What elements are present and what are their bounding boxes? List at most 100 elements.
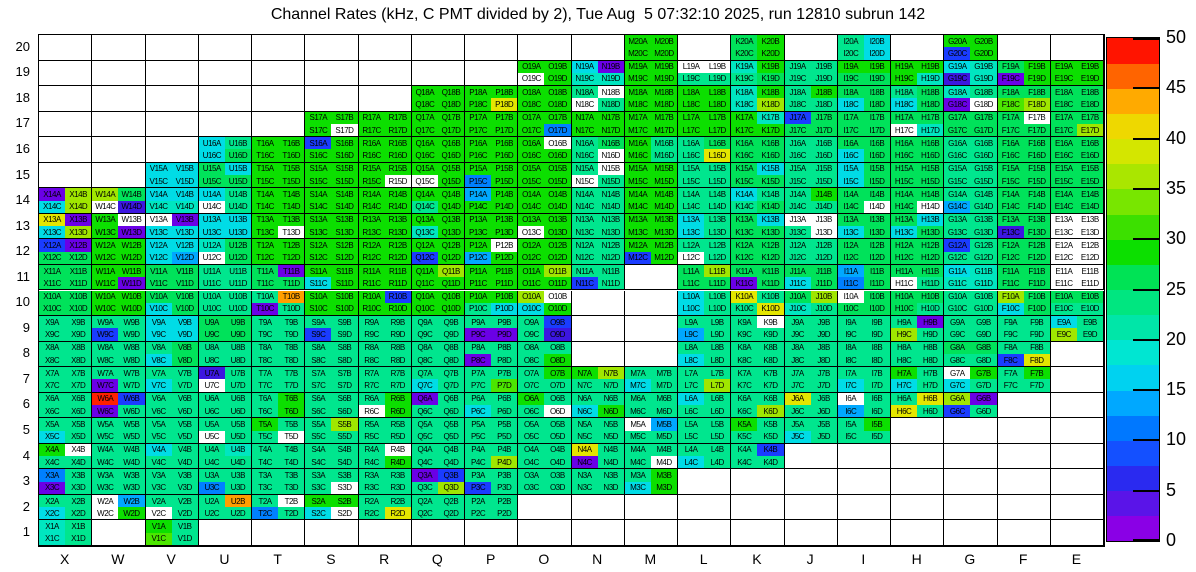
channel-box-X3: X3A X3B X3C X3D bbox=[39, 469, 93, 495]
channel-cell-J10D: J10D bbox=[810, 302, 837, 316]
channel-cell-F8B: F8B bbox=[1023, 341, 1050, 354]
channel-box-U10: U10A U10B U10C U10D bbox=[198, 290, 252, 317]
quadrant-grid: M4A M4B M4C M4D bbox=[624, 443, 677, 469]
channel-cell-O16C: O16C bbox=[518, 149, 545, 162]
channel-cell-R4C: R4C bbox=[358, 456, 385, 469]
channel-cell-M7C: M7C bbox=[624, 379, 651, 392]
channel-cell-R4D: R4D bbox=[384, 456, 411, 469]
quadrant-grid: W2A W2B W2C W2D bbox=[92, 494, 145, 520]
channel-cell-O5B: O5B bbox=[544, 418, 571, 431]
channel-box-T3: T3A T3B T3C T3D bbox=[252, 469, 306, 495]
channel-cell-X6C: X6C bbox=[39, 404, 66, 418]
quadrant-grid: U7A U7B U7C U7D bbox=[198, 367, 251, 392]
channel-cell-W5A: W5A bbox=[92, 418, 119, 431]
channel-cell-P2D: P2D bbox=[491, 507, 518, 520]
quadrant-grid: W7A W7B W7C W7D bbox=[92, 367, 145, 392]
channel-cell-E14D: E14D bbox=[1076, 200, 1103, 213]
channel-cell-I15A: I15A bbox=[837, 162, 864, 176]
channel-box-I16: I16A I16B I16C I16D bbox=[837, 137, 891, 163]
channel-cell-R3C: R3C bbox=[358, 481, 385, 494]
channel-cell-R11C: R11C bbox=[358, 277, 385, 290]
channel-cell-J12D: J12D bbox=[810, 251, 837, 264]
channel-cell-G18C: G18C bbox=[944, 98, 971, 111]
channel-cell-W10C: W10C bbox=[92, 302, 119, 316]
channel-cell-R8B: R8B bbox=[384, 341, 411, 354]
channel-box-I4 bbox=[837, 443, 891, 470]
channel-cell-F17C: F17C bbox=[997, 123, 1024, 137]
channel-cell-P9B: P9B bbox=[491, 316, 518, 329]
channel-cell-M4B: M4B bbox=[650, 443, 677, 457]
channel-cell-V10D: V10D bbox=[171, 302, 198, 316]
quadrant-grid: K5A K5B K5C K5D bbox=[731, 418, 784, 443]
channel-cell-U13B: U13B bbox=[224, 213, 251, 227]
colorbar-band bbox=[1107, 465, 1159, 492]
channel-cell-T14A: T14A bbox=[252, 188, 279, 201]
channel-cell-H17D: H17D bbox=[917, 123, 944, 137]
channel-box-U16: U16A U16B U16C U16D bbox=[198, 137, 252, 163]
channel-cell-T14D: T14D bbox=[278, 200, 305, 213]
quadrant-grid: O9A O9B O9C O9D bbox=[518, 316, 571, 341]
channel-cell-X12A: X12A bbox=[39, 239, 66, 252]
channel-cell-O18B: O18B bbox=[544, 86, 571, 99]
channel-cell-I9C: I9C bbox=[837, 328, 864, 341]
quadrant-grid: N12A N12B N12C N12D bbox=[571, 239, 624, 264]
channel-box-E6 bbox=[1050, 392, 1104, 419]
channel-cell-U9C: U9C bbox=[198, 328, 225, 341]
quadrant-grid: I11A I11B I11C I11D bbox=[837, 264, 890, 290]
channel-cell-F14B: F14B bbox=[1023, 188, 1050, 201]
quadrant-grid: P12A P12B P12C P12D bbox=[465, 239, 518, 264]
channel-cell-O4C: O4C bbox=[518, 456, 545, 469]
channel-cell-W9B: W9B bbox=[118, 316, 145, 329]
channel-cell-M14A: M14A bbox=[624, 188, 651, 201]
channel-cell-X1C: X1C bbox=[39, 532, 66, 545]
channel-cell-O15C: O15C bbox=[518, 175, 545, 188]
channel-box-E17: E17A E17B E17C E17D bbox=[1050, 111, 1104, 138]
channel-cell-K10B: K10B bbox=[757, 290, 784, 303]
channel-box-S3: S3A S3B S3C S3D bbox=[305, 469, 359, 495]
channel-cell-U7A: U7A bbox=[198, 367, 225, 380]
quadrant-grid: G19A G19B G19C G19D bbox=[944, 60, 997, 86]
channel-cell-R2D: R2D bbox=[384, 507, 411, 520]
channel-cell-N18B: N18B bbox=[597, 86, 624, 99]
channel-cell-X8A: X8A bbox=[39, 341, 66, 354]
quadrant-grid: O15A O15B O15C O15D bbox=[518, 162, 571, 188]
channel-cell-P15A: P15A bbox=[465, 162, 492, 176]
channel-box-K10: K10A K10B K10C K10D bbox=[731, 290, 785, 317]
channel-cell-M3D: M3D bbox=[650, 481, 677, 494]
colorbar-tick-label-40: 40 bbox=[1166, 127, 1187, 148]
channel-cell-Q9A: Q9A bbox=[411, 316, 438, 329]
quadrant-grid: M7A M7B M7C M7D bbox=[624, 367, 677, 392]
channel-cell-S15D: S15D bbox=[331, 175, 358, 188]
quadrant-grid: M13A M13B M13C M13D bbox=[624, 213, 677, 239]
channel-cell-L13C: L13C bbox=[678, 226, 705, 239]
channel-cell-O9B: O9B bbox=[544, 316, 571, 329]
channel-cell-K11C: K11C bbox=[731, 277, 758, 290]
channel-cell-F13D: F13D bbox=[1023, 226, 1050, 239]
channel-cell-H19D: H19D bbox=[917, 72, 944, 86]
quadrant-grid: M20A M20B M20C M20D bbox=[624, 35, 677, 60]
channel-box-T5: T5A T5B T5C T5D bbox=[252, 418, 306, 444]
channel-cell-Q6C: Q6C bbox=[411, 404, 438, 418]
quadrant-grid: T10A T10B T10C T10D bbox=[252, 290, 305, 316]
channel-box-T15: T15A T15B T15C T15D bbox=[252, 162, 306, 189]
channel-cell-L19A: L19A bbox=[678, 60, 705, 73]
channel-cell-V4A: V4A bbox=[145, 443, 172, 457]
channel-cell-K15A: K15A bbox=[731, 162, 758, 176]
quadrant-grid: O5A O5B O5C O5D bbox=[518, 418, 571, 443]
quadrant-grid: W5A W5B W5C W5D bbox=[92, 418, 145, 443]
channel-cell-T7D: T7D bbox=[278, 379, 305, 392]
colorbar-band bbox=[1107, 239, 1159, 265]
channel-cell-X1D: X1D bbox=[65, 532, 92, 545]
channel-cell-N5A: N5A bbox=[571, 418, 598, 431]
channel-cell-O13B: O13B bbox=[544, 213, 571, 227]
channel-cell-S13C: S13C bbox=[305, 226, 332, 239]
quadrant-grid: X2A X2B X2C X2D bbox=[39, 494, 92, 520]
quadrant-grid: R14A R14B R14C R14D bbox=[358, 188, 411, 213]
quadrant-grid: X6A X6B X6C X6D bbox=[39, 392, 92, 418]
colorbar-band bbox=[1107, 390, 1159, 416]
channel-cell-N12A: N12A bbox=[571, 239, 598, 252]
channel-cell-V6C: V6C bbox=[145, 404, 172, 418]
channel-cell-M15A: M15A bbox=[624, 162, 651, 176]
channel-cell-W3D: W3D bbox=[118, 481, 145, 494]
quadrant-grid: T15A T15B T15C T15D bbox=[252, 162, 305, 188]
